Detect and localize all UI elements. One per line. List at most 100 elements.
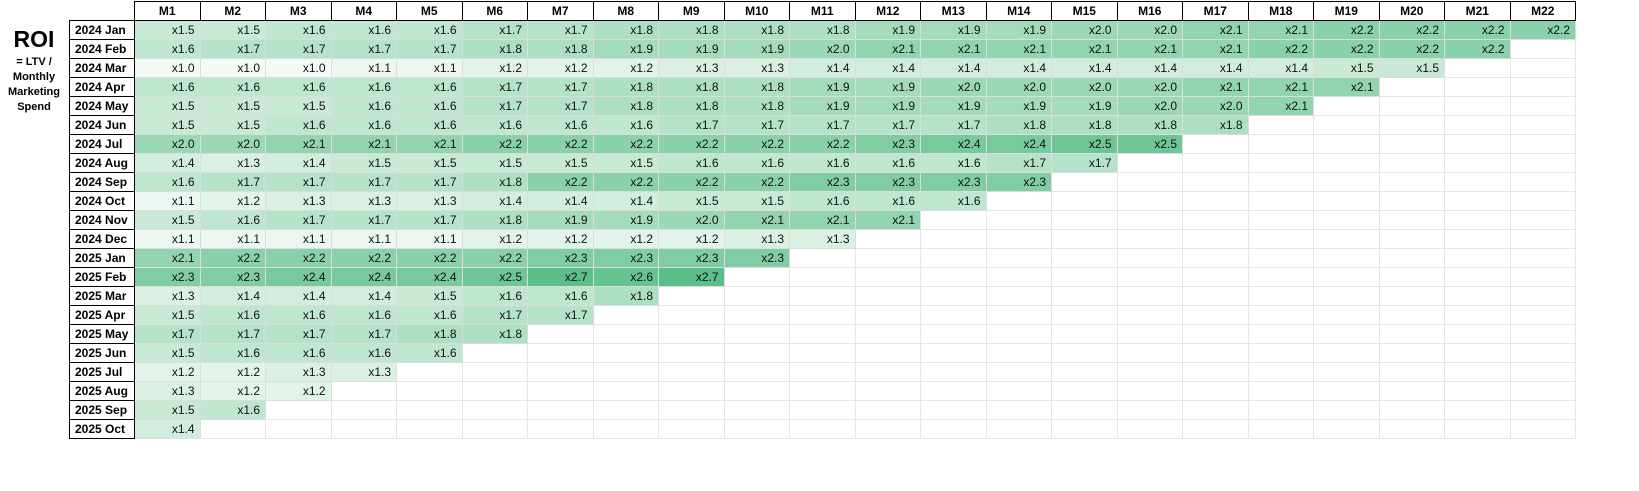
empty-cell[interactable] — [1444, 248, 1511, 268]
roi-cell[interactable]: x1.5 — [592, 153, 659, 173]
roi-cell[interactable]: x1.8 — [723, 77, 790, 97]
empty-cell[interactable] — [985, 305, 1052, 325]
empty-cell[interactable] — [854, 286, 921, 306]
roi-cell[interactable]: x1.3 — [330, 362, 397, 382]
roi-cell[interactable]: x2.7 — [527, 267, 594, 287]
roi-cell[interactable]: x1.3 — [723, 229, 790, 249]
roi-cell[interactable]: x1.5 — [396, 153, 463, 173]
row-header[interactable]: 2025 Mar — [69, 286, 135, 306]
roi-cell[interactable]: x1.7 — [265, 172, 332, 192]
roi-cell[interactable]: x2.0 — [1051, 77, 1118, 97]
empty-cell[interactable] — [1378, 96, 1445, 116]
roi-cell[interactable]: x1.6 — [330, 77, 397, 97]
empty-cell[interactable] — [985, 286, 1052, 306]
column-header-m22[interactable]: M22 — [1509, 1, 1576, 21]
roi-cell[interactable]: x2.0 — [985, 77, 1052, 97]
empty-cell[interactable] — [1247, 381, 1314, 401]
row-header[interactable]: 2025 Oct — [69, 419, 135, 439]
roi-cell[interactable]: x1.6 — [134, 39, 201, 59]
empty-cell[interactable] — [1313, 343, 1380, 363]
roi-cell[interactable]: x2.0 — [789, 39, 856, 59]
empty-cell[interactable] — [1509, 115, 1576, 135]
roi-cell[interactable]: x1.5 — [1313, 58, 1380, 78]
roi-cell[interactable]: x1.7 — [854, 115, 921, 135]
empty-cell[interactable] — [1444, 115, 1511, 135]
empty-cell[interactable] — [1247, 419, 1314, 439]
roi-cell[interactable]: x1.8 — [789, 20, 856, 40]
roi-cell[interactable]: x1.5 — [134, 210, 201, 230]
roi-cell[interactable]: x1.8 — [396, 324, 463, 344]
empty-cell[interactable] — [1378, 210, 1445, 230]
empty-cell[interactable] — [920, 362, 987, 382]
roi-cell[interactable]: x1.4 — [265, 286, 332, 306]
roi-cell[interactable]: x1.2 — [527, 229, 594, 249]
empty-cell[interactable] — [1509, 210, 1576, 230]
roi-cell[interactable]: x2.2 — [1313, 39, 1380, 59]
roi-cell[interactable]: x1.7 — [265, 210, 332, 230]
roi-cell[interactable]: x1.7 — [527, 305, 594, 325]
roi-cell[interactable]: x1.5 — [134, 343, 201, 363]
roi-cell[interactable]: x1.2 — [265, 381, 332, 401]
roi-cell[interactable]: x2.2 — [658, 172, 725, 192]
empty-cell[interactable] — [723, 419, 790, 439]
empty-cell[interactable] — [723, 267, 790, 287]
empty-cell[interactable] — [461, 343, 528, 363]
empty-cell[interactable] — [1182, 248, 1249, 268]
roi-cell[interactable]: x2.1 — [854, 39, 921, 59]
empty-cell[interactable] — [265, 400, 332, 420]
row-header[interactable]: 2024 Apr — [69, 77, 135, 97]
empty-cell[interactable] — [592, 419, 659, 439]
roi-cell[interactable]: x1.8 — [1182, 115, 1249, 135]
empty-cell[interactable] — [723, 286, 790, 306]
roi-cell[interactable]: x1.4 — [1051, 58, 1118, 78]
roi-cell[interactable]: x1.5 — [723, 191, 790, 211]
empty-cell[interactable] — [1509, 362, 1576, 382]
roi-cell[interactable]: x2.3 — [854, 134, 921, 154]
empty-cell[interactable] — [1509, 286, 1576, 306]
roi-cell[interactable]: x1.5 — [134, 20, 201, 40]
empty-cell[interactable] — [1444, 191, 1511, 211]
roi-cell[interactable]: x2.1 — [330, 134, 397, 154]
roi-cell[interactable]: x1.5 — [658, 191, 725, 211]
empty-cell[interactable] — [1378, 305, 1445, 325]
empty-cell[interactable] — [854, 305, 921, 325]
empty-cell[interactable] — [1247, 286, 1314, 306]
roi-cell[interactable]: x1.4 — [527, 191, 594, 211]
roi-cell[interactable]: x1.6 — [330, 343, 397, 363]
roi-cell[interactable]: x2.0 — [1116, 96, 1183, 116]
empty-cell[interactable] — [1509, 267, 1576, 287]
roi-cell[interactable]: x1.3 — [134, 381, 201, 401]
roi-cell[interactable]: x2.1 — [1247, 20, 1314, 40]
empty-cell[interactable] — [1313, 115, 1380, 135]
roi-cell[interactable]: x2.0 — [134, 134, 201, 154]
empty-cell[interactable] — [1378, 172, 1445, 192]
roi-cell[interactable]: x2.2 — [789, 134, 856, 154]
empty-cell[interactable] — [1051, 324, 1118, 344]
roi-cell[interactable]: x1.7 — [1051, 153, 1118, 173]
column-header-m5[interactable]: M5 — [396, 1, 463, 21]
roi-cell[interactable]: x2.1 — [396, 134, 463, 154]
empty-cell[interactable] — [1313, 96, 1380, 116]
roi-cell[interactable]: x1.5 — [330, 153, 397, 173]
column-header-m2[interactable]: M2 — [199, 1, 266, 21]
empty-cell[interactable] — [1051, 286, 1118, 306]
empty-cell[interactable] — [723, 343, 790, 363]
column-header-m1[interactable]: M1 — [134, 1, 201, 21]
empty-cell[interactable] — [527, 324, 594, 344]
roi-cell[interactable]: x1.8 — [658, 77, 725, 97]
roi-cell[interactable]: x2.1 — [265, 134, 332, 154]
empty-cell[interactable] — [592, 305, 659, 325]
roi-cell[interactable]: x1.6 — [199, 77, 266, 97]
empty-cell[interactable] — [461, 419, 528, 439]
roi-cell[interactable]: x1.6 — [199, 343, 266, 363]
empty-cell[interactable] — [854, 324, 921, 344]
empty-cell[interactable] — [396, 400, 463, 420]
roi-cell[interactable]: x1.0 — [265, 58, 332, 78]
roi-cell[interactable]: x1.7 — [265, 39, 332, 59]
empty-cell[interactable] — [1378, 153, 1445, 173]
row-header[interactable]: 2024 May — [69, 96, 135, 116]
roi-cell[interactable]: x1.8 — [592, 20, 659, 40]
roi-cell[interactable]: x2.1 — [1116, 39, 1183, 59]
roi-cell[interactable]: x1.4 — [1116, 58, 1183, 78]
row-header[interactable]: 2025 Aug — [69, 381, 135, 401]
